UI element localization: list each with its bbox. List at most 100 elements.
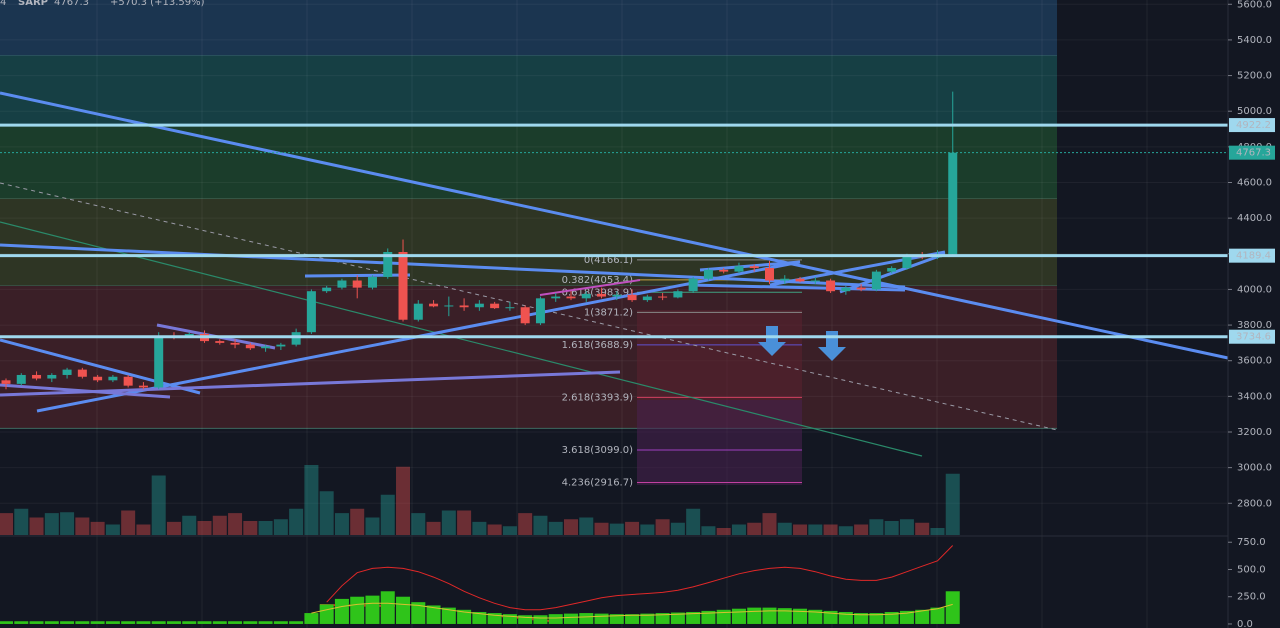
volume-bar — [334, 513, 349, 535]
volume-bar — [319, 491, 334, 535]
candle-body — [77, 369, 87, 377]
price-tag-label: 3734.6 — [1236, 332, 1271, 343]
zone — [0, 55, 1057, 126]
volume-bar — [899, 519, 914, 535]
volume-bar — [563, 519, 578, 535]
volume-bar — [472, 521, 487, 535]
indicator-tick-label: 750.0 — [1237, 537, 1266, 548]
histogram-bar — [808, 609, 823, 624]
price-tag-label: 4767.3 — [1236, 148, 1271, 159]
fib-label: 1.618(3688.9) — [562, 340, 634, 351]
histogram-bar — [151, 621, 166, 624]
histogram-bar — [105, 621, 120, 624]
price-levels — [0, 123, 1228, 339]
histogram-bar — [502, 614, 517, 624]
histogram-bar — [121, 621, 136, 624]
histogram-bar — [44, 621, 59, 624]
histogram-bar — [212, 621, 227, 624]
volume-bar — [396, 466, 411, 535]
histogram-bar — [930, 607, 945, 624]
volume-bar — [136, 524, 151, 535]
volume-bar — [243, 521, 258, 535]
volume-bar — [747, 522, 762, 535]
volume-bar — [701, 526, 716, 535]
candle-body — [474, 303, 484, 308]
volume-bar — [838, 526, 853, 535]
change: +570.3 (+13.59%) — [110, 0, 205, 8]
down-arrow — [758, 326, 786, 356]
candle-body — [291, 332, 301, 345]
histogram-bar — [640, 613, 655, 624]
volume-bar — [869, 519, 884, 535]
candle-body — [215, 341, 225, 343]
price-tag — [1229, 248, 1275, 263]
candle-body — [765, 268, 774, 281]
volume-bar — [60, 512, 75, 535]
fib-label: 0(4166.1) — [584, 255, 633, 266]
down-arrow — [818, 331, 846, 361]
candle-body — [337, 280, 347, 288]
trend-line — [0, 221, 923, 457]
histogram-bar — [319, 604, 334, 624]
volume-bar — [0, 513, 13, 535]
candle-body — [276, 344, 286, 347]
volume-bar — [258, 521, 273, 535]
volume-bar — [487, 524, 502, 535]
histogram-bar — [441, 607, 456, 624]
volume-bar — [640, 524, 655, 535]
fib-retracement: 0(4166.1) 0.382(4053.4)0.618(3983.9) 1(387… — [562, 255, 802, 488]
candle-body — [322, 287, 332, 292]
candle-body — [154, 335, 164, 388]
candle-body — [871, 271, 881, 290]
price-tag-label: 4922.2 — [1236, 120, 1271, 131]
candle-body — [719, 269, 729, 272]
candle-body — [1, 380, 11, 384]
volume-bar — [90, 521, 105, 535]
histogram-bar — [533, 615, 548, 624]
trend-line — [0, 182, 1058, 431]
volume-bar — [716, 528, 731, 535]
histogram-bar — [609, 614, 624, 624]
candle-body — [566, 296, 576, 299]
indicator-tick-label: 500.0 — [1237, 564, 1266, 575]
candle-body — [887, 268, 897, 272]
histogram-bar — [793, 608, 808, 624]
volume-bar — [945, 473, 960, 535]
volume-bar — [75, 517, 90, 535]
volume-bar — [289, 508, 304, 535]
candle-body — [520, 307, 530, 324]
histogram-bar — [396, 596, 411, 624]
indicator-tick-label: 0.0 — [1237, 619, 1253, 628]
histogram-bar — [182, 621, 197, 624]
grid — [0, 0, 1228, 628]
histogram-bar — [197, 621, 212, 624]
candle-body — [826, 280, 836, 292]
candle-body — [459, 305, 469, 308]
histogram-bar — [884, 611, 899, 624]
histogram-bar — [289, 621, 304, 624]
volume-bar — [44, 513, 59, 535]
volume-bar — [655, 519, 670, 535]
fib-label: 4.236(2916.7) — [562, 477, 634, 488]
volume-bar — [930, 528, 945, 535]
candle-body — [62, 369, 72, 375]
histogram-bar — [243, 621, 258, 624]
candle-body — [123, 376, 133, 386]
histogram-bar — [350, 596, 365, 624]
histogram-bar — [655, 613, 670, 624]
volume-bar — [670, 522, 685, 535]
y-tick-label: 3800.0 — [1237, 320, 1272, 331]
histogram-bar — [823, 610, 838, 624]
volume-bar — [14, 508, 29, 535]
candle-body — [749, 266, 759, 269]
volume-bar — [457, 510, 472, 535]
candle-body — [138, 385, 148, 388]
candle-body — [780, 278, 790, 281]
y-tick-label: 5400.0 — [1237, 35, 1272, 46]
volume-bar — [884, 521, 899, 535]
histogram-bar — [411, 602, 426, 624]
zone — [0, 0, 1057, 56]
candle-body — [810, 280, 820, 282]
volume-bar — [426, 521, 441, 535]
